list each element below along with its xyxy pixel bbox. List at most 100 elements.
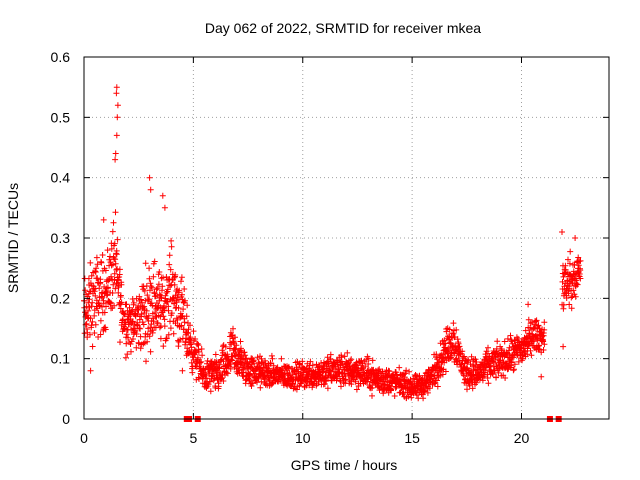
data-point [559, 229, 565, 235]
data-point [483, 364, 490, 371]
data-point [147, 348, 154, 355]
data-point [144, 292, 151, 299]
data-point [403, 367, 410, 374]
y-axis-title: SRMTID / TECUs [5, 183, 21, 293]
data-point [363, 356, 370, 363]
data-point [83, 320, 90, 327]
data-point [494, 338, 501, 345]
data-point [241, 349, 248, 356]
data-point [501, 338, 508, 345]
data-point [388, 386, 395, 393]
data-point [453, 326, 460, 333]
data-point [176, 287, 183, 294]
data-point [473, 379, 480, 386]
data-point [101, 309, 108, 316]
data-point [137, 345, 144, 352]
data-point [220, 358, 227, 365]
data-point [566, 301, 573, 308]
data-point [567, 248, 574, 255]
y-tick-label: 0.3 [51, 230, 71, 246]
x-tick-label: 5 [189, 430, 197, 446]
data-point [195, 342, 202, 349]
data-point [446, 326, 453, 333]
data-point [128, 348, 134, 355]
data-point [216, 361, 223, 368]
data-point [269, 355, 276, 362]
data-point [400, 371, 407, 378]
data-point [150, 273, 157, 280]
data-point [192, 336, 199, 342]
data-point [87, 280, 94, 287]
data-point [100, 300, 107, 307]
data-point [103, 303, 109, 310]
data-point [158, 294, 165, 301]
data-point [112, 256, 119, 263]
data-point [97, 331, 104, 338]
data-point [506, 344, 513, 351]
data-point [194, 340, 201, 347]
y-tick-label: 0.6 [51, 49, 71, 65]
data-point [262, 376, 268, 383]
data-point [157, 335, 164, 342]
data-point [91, 288, 98, 295]
data-point [259, 359, 266, 366]
data-point [102, 326, 109, 333]
data-point [202, 372, 209, 378]
data-point [197, 359, 204, 366]
data-point [330, 364, 337, 371]
data-point [212, 384, 219, 391]
data-point [327, 351, 334, 358]
data-point [112, 156, 119, 163]
data-point [96, 285, 103, 292]
data-point [187, 322, 193, 329]
data-point [163, 335, 170, 342]
data-point [233, 342, 240, 349]
data-point [369, 392, 375, 399]
data-point [536, 325, 543, 332]
data-point [166, 261, 173, 268]
data-point [560, 301, 567, 308]
axis-ticks [83, 56, 609, 420]
data-point [113, 132, 120, 139]
data-point [406, 368, 413, 375]
data-point [565, 256, 571, 263]
data-point [116, 271, 123, 278]
data-point [125, 334, 131, 341]
data-point [365, 361, 372, 367]
data-point [135, 307, 142, 313]
data-point [89, 343, 96, 350]
data-point [189, 369, 196, 376]
data-point [91, 330, 98, 336]
data-point [112, 285, 119, 292]
data-point [180, 306, 187, 313]
data-point [181, 319, 188, 326]
data-point [391, 393, 398, 399]
data-point [108, 273, 115, 280]
data-point [146, 333, 153, 340]
data-point [87, 259, 94, 266]
data-point [146, 265, 153, 272]
data-point [204, 357, 211, 364]
data-point [431, 380, 438, 387]
data-point [109, 228, 116, 235]
y-tick-label: 0 [62, 411, 70, 427]
data-point [575, 262, 582, 269]
data-point [198, 358, 205, 365]
data-point [170, 330, 177, 337]
data-point [87, 331, 93, 338]
data-point [163, 289, 170, 296]
data-point [116, 266, 123, 273]
data-point [450, 320, 457, 327]
data-point [129, 318, 136, 325]
data-point [85, 275, 92, 282]
data-point [538, 373, 545, 380]
data-point [99, 252, 106, 258]
x-tick-label: 0 [80, 430, 88, 446]
data-point [195, 348, 202, 355]
data-point [154, 285, 161, 292]
data-point [540, 347, 547, 353]
data-point [489, 371, 496, 378]
data-point [473, 359, 480, 365]
data-point [142, 260, 149, 267]
